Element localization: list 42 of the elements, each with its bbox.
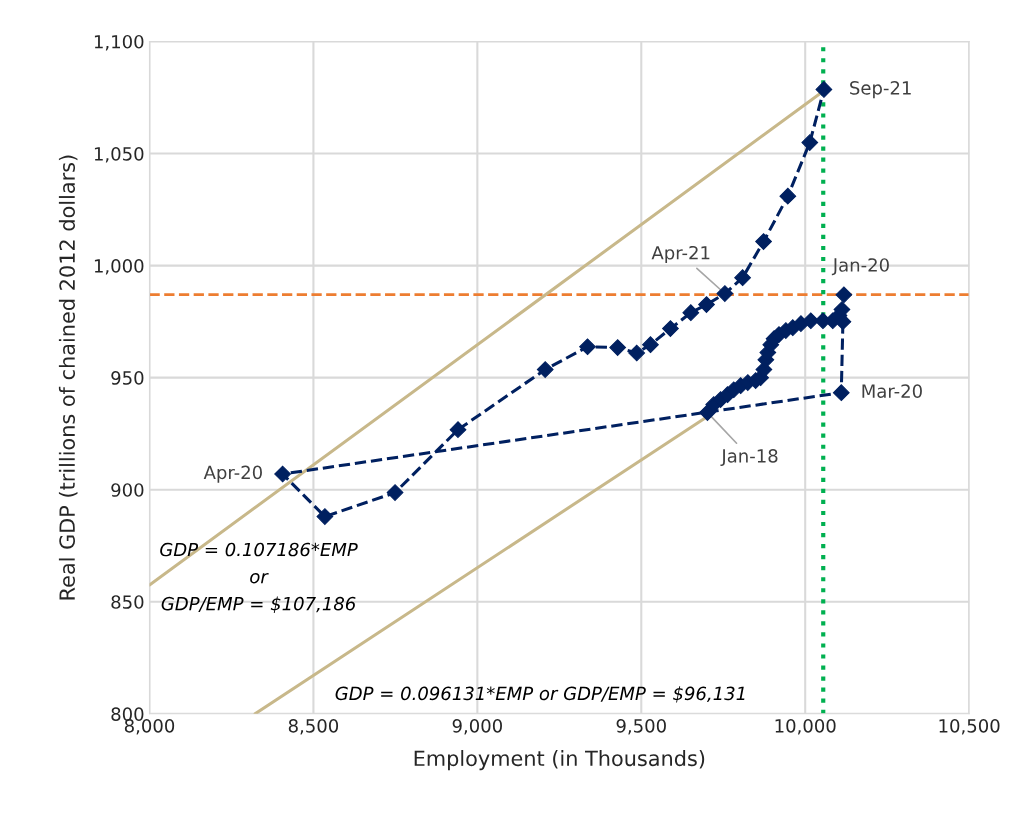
point (716, 285, 734, 302)
annotation: Jan-20 (831, 258, 889, 276)
point (734, 269, 751, 287)
x-tick-label: 8,500 (288, 718, 339, 735)
annotation: GDP = 0.096131*EMP or GDP/EMP = $96,131 (335, 686, 745, 703)
y-tick-label: 950 (111, 371, 144, 385)
x-tick-label: 9,000 (452, 718, 502, 735)
point (609, 339, 627, 356)
y-tick-label: 1,000 (94, 259, 144, 275)
point (779, 187, 797, 205)
y-axis-title: Real GDP (trillions of chained 2012 dollars) (58, 155, 78, 600)
point (386, 484, 404, 501)
annotation: Apr-20 (203, 465, 262, 483)
point (801, 134, 819, 151)
point (628, 344, 646, 362)
annotation: Sep-21 (850, 81, 911, 99)
point (449, 421, 467, 439)
x-axis-title: Employment (in Thousands) (414, 750, 705, 771)
annotation: Jan-18 (720, 449, 778, 467)
y-tick-label: 850 (111, 595, 144, 609)
point (579, 338, 596, 356)
point (642, 336, 659, 354)
y-tick-label: 900 (111, 483, 144, 497)
point (682, 304, 700, 322)
y-tick-label: 800 (111, 707, 144, 721)
annotation: Mar-20 (862, 384, 922, 398)
x-tick-label: 9,500 (616, 718, 666, 735)
point (755, 233, 772, 250)
x-tick-label: 10,000 (775, 718, 836, 735)
point (662, 320, 679, 337)
point (316, 508, 334, 525)
point (815, 81, 833, 98)
point (698, 296, 715, 313)
y-tick-label: 1,100 (94, 34, 144, 51)
x-tick-label: 10,500 (939, 718, 1000, 735)
point (832, 384, 850, 402)
point (835, 286, 853, 304)
annotation: Apr-21 (651, 245, 710, 264)
point (536, 361, 554, 378)
annotation: GDP = 0.107186*EMP or GDP/EMP = $107,186 (160, 542, 358, 613)
y-tick-label: 1,050 (94, 147, 144, 163)
point (274, 465, 291, 483)
